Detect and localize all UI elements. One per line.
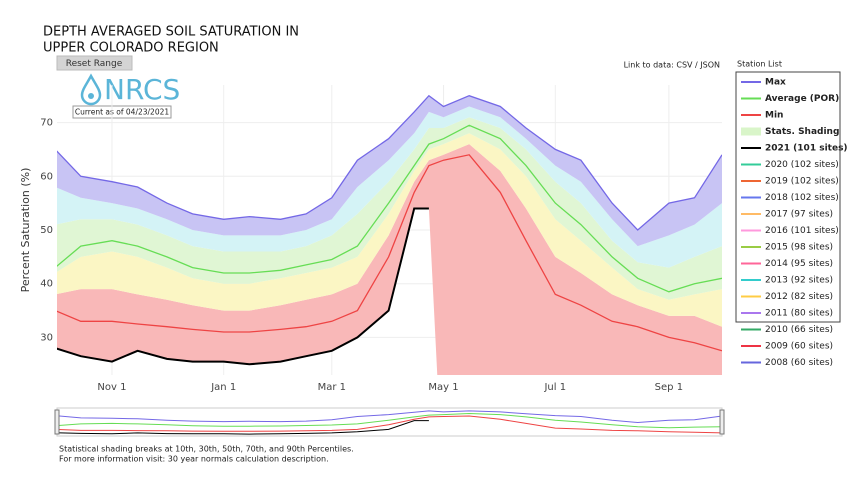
legend-label[interactable]: Stats. Shading	[765, 127, 839, 137]
legend-item[interactable]: 2017 (97 sites)	[741, 210, 833, 220]
series-line	[57, 124, 722, 293]
stats-band	[57, 106, 722, 268]
legend-item[interactable]: 2015 (98 sites)	[741, 243, 833, 253]
legend-label[interactable]: 2019 (102 sites)	[765, 177, 839, 187]
plot-area	[57, 94, 722, 375]
legend-label[interactable]: 2018 (102 sites)	[765, 193, 839, 203]
x-tick-label: Nov 1	[97, 382, 126, 393]
x-tick-label: May 1	[428, 382, 458, 393]
x-tick-label: Mar 1	[318, 382, 346, 393]
legend-item[interactable]: 2012 (82 sites)	[741, 292, 833, 302]
legend-item[interactable]: 2020 (102 sites)	[741, 160, 839, 170]
stats-band	[57, 133, 722, 327]
legend-swatch[interactable]	[741, 127, 761, 136]
y-tick-label: 30	[40, 332, 53, 343]
legend-item[interactable]: 2021 (101 sites)	[741, 144, 848, 154]
legend-label[interactable]: 2010 (66 sites)	[765, 325, 833, 335]
logo-date-box	[72, 105, 172, 119]
legend-label[interactable]: 2016 (101 sites)	[765, 226, 839, 236]
legend-item[interactable]: 2011 (80 sites)	[741, 309, 833, 319]
legend-label[interactable]: 2012 (82 sites)	[765, 292, 833, 302]
note: For more information visit: 30 year norm…	[59, 455, 329, 464]
stats-band	[57, 117, 722, 300]
legend-item[interactable]: 2018 (102 sites)	[741, 193, 839, 203]
title-line: UPPER COLORADO REGION	[43, 41, 219, 56]
slider-handle[interactable]	[54, 409, 60, 435]
stats-band	[57, 95, 722, 247]
range-slider[interactable]	[56, 407, 723, 437]
legend-item[interactable]: 2009 (60 sites)	[741, 342, 833, 352]
reset-button[interactable]	[56, 55, 133, 71]
slider-line	[55, 415, 723, 434]
slider-line	[55, 420, 429, 435]
x-tick-label: Sep 1	[655, 382, 683, 393]
stats-band	[57, 144, 722, 375]
logo-drop	[80, 73, 102, 106]
x-tick-label: Jan 1	[210, 382, 236, 393]
legend-item[interactable]: Stats. Shading	[741, 127, 839, 137]
data-links[interactable]: Link to data: CSV / JSON	[624, 61, 720, 70]
slider-line	[55, 412, 723, 429]
legend-title: Station List	[737, 60, 782, 69]
legend-item[interactable]: Max	[741, 78, 786, 88]
y-tick-label: 70	[40, 118, 53, 129]
y-tick-label: 60	[40, 171, 53, 182]
legend-label[interactable]: 2017 (97 sites)	[765, 210, 833, 220]
note: Statistical shading breaks at 10th, 30th…	[59, 445, 354, 454]
legend-item[interactable]: 2014 (95 sites)	[741, 259, 833, 269]
logo-text: NRCS	[104, 73, 180, 106]
legend-item[interactable]: Average (POR)	[741, 94, 839, 104]
y-axis-title: Percent Saturation (%)	[19, 168, 32, 293]
series-line	[57, 154, 722, 352]
reset-label[interactable]: Reset Range	[66, 59, 123, 69]
axes: 30 40 50 60 70 Nov 1 Jan 1 Mar 1 May 1 Jul 1 Sep 1	[40, 118, 683, 393]
title-line: DEPTH AVERAGED SOIL SATURATION IN	[43, 25, 299, 40]
slider-line	[55, 410, 723, 424]
legend-label[interactable]: 2013 (92 sites)	[765, 276, 833, 286]
slider-handle[interactable]	[719, 409, 725, 435]
legend-item[interactable]: 2008 (60 sites)	[741, 358, 833, 368]
legend-label[interactable]: Average (POR)	[765, 94, 839, 104]
legend-label[interactable]: 2014 (95 sites)	[765, 259, 833, 269]
legend-label[interactable]: 2008 (60 sites)	[765, 358, 833, 368]
legend-label[interactable]: 2020 (102 sites)	[765, 160, 839, 170]
legend-label[interactable]: 2011 (80 sites)	[765, 309, 833, 319]
legend-label[interactable]: 2015 (98 sites)	[765, 243, 833, 253]
logo-dot	[88, 93, 94, 99]
legend-item[interactable]: 2010 (66 sites)	[741, 325, 833, 335]
range-slider-lines	[55, 410, 723, 435]
legend-item[interactable]: 2016 (101 sites)	[741, 226, 839, 236]
legend-item[interactable]: Min	[741, 111, 783, 121]
legend-label[interactable]: 2009 (60 sites)	[765, 342, 833, 352]
y-tick-label: 50	[40, 225, 53, 236]
x-tick-label: Jul 1	[543, 382, 566, 393]
logo-date: Current as of 04/23/2021	[75, 108, 170, 117]
legend-item[interactable]: 2019 (102 sites)	[741, 177, 839, 187]
y-tick-label: 40	[40, 279, 53, 290]
legend-label[interactable]: Max	[765, 78, 786, 88]
legend-label[interactable]: Min	[765, 111, 783, 121]
logo: NRCS Current as of 04/23/2021	[72, 73, 180, 119]
legend-item[interactable]: 2013 (92 sites)	[741, 276, 833, 286]
legend-label[interactable]: 2021 (101 sites)	[765, 144, 848, 154]
series-line	[57, 94, 722, 231]
legend: Max Average (POR) Min Stats. Shading 2021 (1…	[741, 78, 848, 368]
series-line	[57, 207, 429, 366]
